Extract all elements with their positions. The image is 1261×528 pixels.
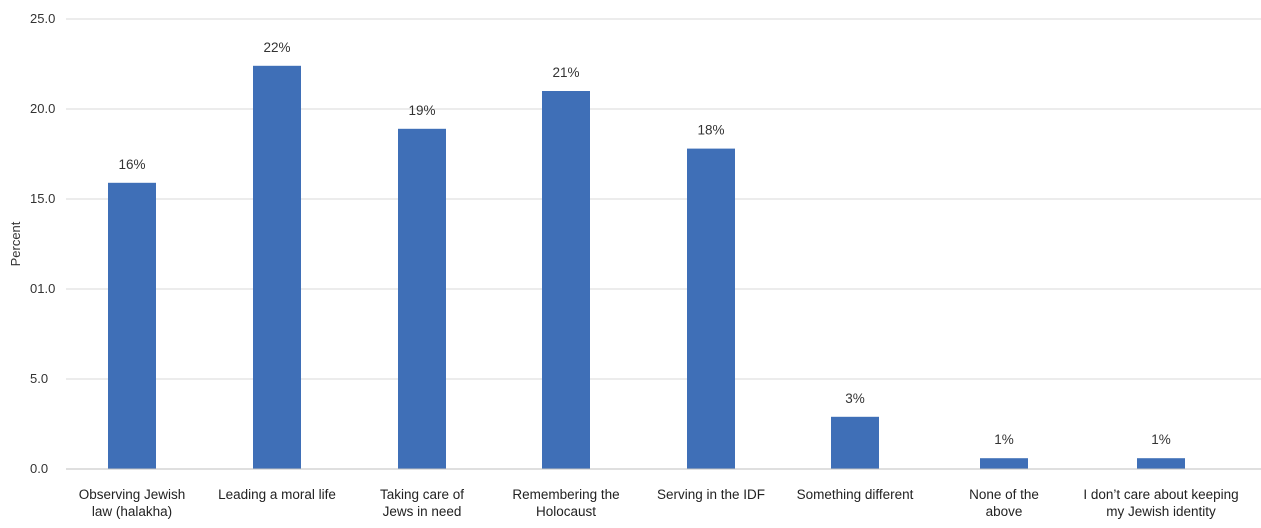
bar (108, 182, 156, 470)
bar (980, 458, 1028, 469)
data-label: 22% (263, 40, 290, 55)
bars (108, 65, 1185, 470)
y-axis-label: Percent (8, 221, 23, 266)
x-category-label: Serving in the IDF (657, 487, 765, 502)
x-axis-categories: Observing Jewish law (halakha) Leading a m… (79, 487, 1239, 519)
data-label: 1% (1151, 432, 1171, 447)
y-tick-label: 25.0 (30, 11, 55, 26)
x-category-label: Something different (797, 487, 914, 502)
x-category-label: None of the above (969, 487, 1039, 519)
x-category-label: Remembering the Holocaust (512, 487, 619, 519)
y-tick-label: 5.0 (30, 371, 48, 386)
x-category-label: Leading a moral life (218, 487, 336, 502)
bar (542, 91, 590, 469)
x-category-label: Observing Jewish law (halakha) (79, 487, 186, 519)
data-label: 3% (845, 391, 865, 406)
y-tick-label: 0.0 (30, 461, 48, 476)
data-label: 19% (408, 103, 435, 118)
bar (398, 128, 446, 470)
data-labels: 16% 22% 19% 21% 18% 3% 1% 1% (118, 40, 1170, 447)
x-category-label: Taking care of Jews in need (380, 487, 464, 519)
bar (1137, 458, 1185, 469)
x-category-label: I don’t care about keeping my Jewish iden… (1083, 487, 1238, 519)
bar (831, 416, 879, 469)
y-axis-ticks: 0.0 5.0 01.0 15.0 20.0 25.0 (30, 11, 55, 476)
data-label: 21% (552, 65, 579, 80)
y-tick-label: 20.0 (30, 101, 55, 116)
bar (687, 148, 735, 469)
data-label: 1% (994, 432, 1014, 447)
y-tick-label: 01.0 (30, 281, 55, 296)
gridlines (66, 18, 1261, 380)
bar (253, 65, 301, 470)
data-label: 16% (118, 157, 145, 172)
y-tick-label: 15.0 (30, 191, 55, 206)
data-label: 18% (697, 123, 724, 138)
